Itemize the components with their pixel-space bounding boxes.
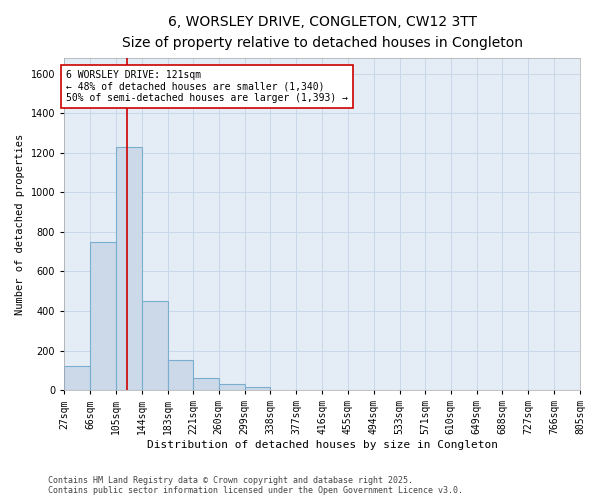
X-axis label: Distribution of detached houses by size in Congleton: Distribution of detached houses by size …: [146, 440, 497, 450]
Bar: [116, 147, 142, 390]
Y-axis label: Number of detached properties: Number of detached properties: [15, 134, 25, 314]
Bar: [90, 242, 116, 390]
Text: 6 WORSLEY DRIVE: 121sqm
← 48% of detached houses are smaller (1,340)
50% of semi: 6 WORSLEY DRIVE: 121sqm ← 48% of detache…: [66, 70, 348, 103]
Bar: [218, 384, 245, 390]
Bar: [193, 378, 218, 390]
Title: 6, WORSLEY DRIVE, CONGLETON, CW12 3TT
Size of property relative to detached hous: 6, WORSLEY DRIVE, CONGLETON, CW12 3TT Si…: [122, 15, 523, 50]
Bar: [142, 301, 167, 390]
Text: Contains HM Land Registry data © Crown copyright and database right 2025.
Contai: Contains HM Land Registry data © Crown c…: [48, 476, 463, 495]
Bar: [167, 360, 193, 390]
Bar: [64, 366, 90, 390]
Bar: [245, 387, 271, 390]
